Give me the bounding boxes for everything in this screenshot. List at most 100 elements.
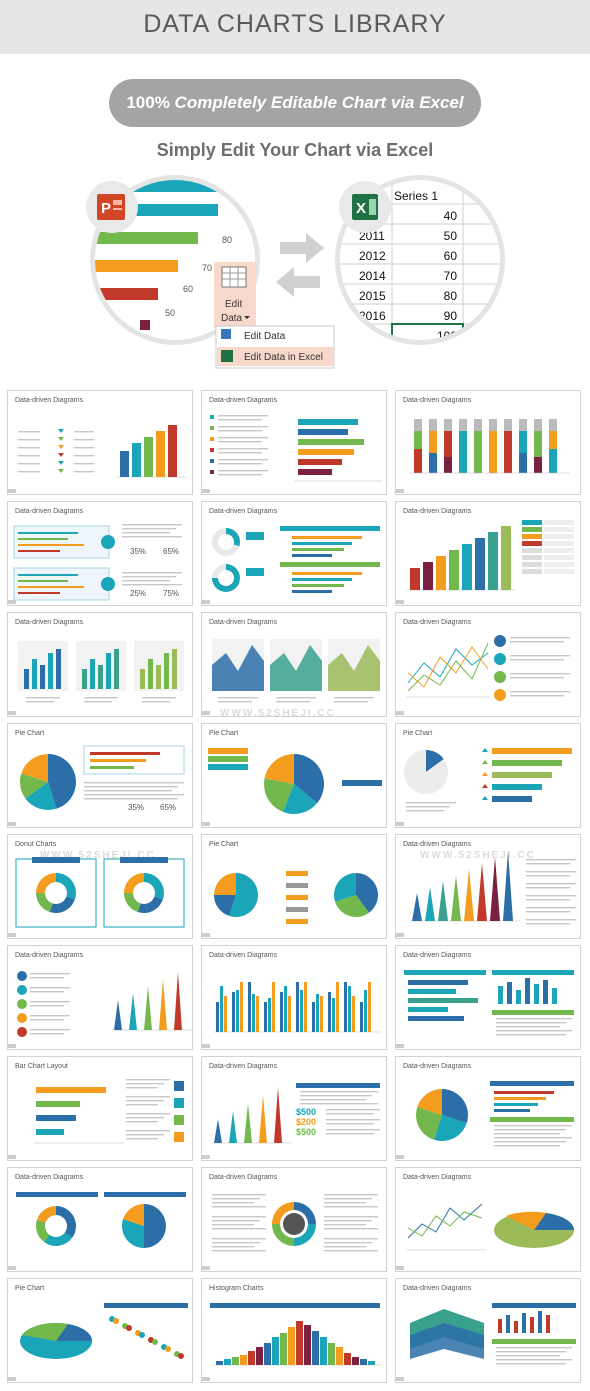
thumbnail-preview — [410, 1303, 576, 1365]
chart-thumbnail[interactable]: Histogram Charts — [201, 1278, 387, 1383]
chart-thumbnail[interactable]: Data-driven Diagrams — [7, 390, 193, 495]
thumbnail-title: Data-driven Diagrams — [209, 1174, 278, 1181]
excel-year: 2012 — [359, 249, 386, 263]
thumbnail-title: Data-driven Diagrams — [403, 397, 472, 404]
thumbnail-title: Pie Chart — [209, 841, 239, 848]
slide-marker — [396, 822, 404, 826]
thumbnail-title: Data-driven Diagrams — [209, 508, 278, 515]
svg-text:P: P — [101, 200, 111, 217]
chart-thumbnail[interactable]: Data-driven Diagrams — [395, 612, 581, 717]
chart-thumbnail[interactable]: Donut Charts — [7, 834, 193, 939]
thumbnail-title: Data-driven Diagrams — [15, 508, 84, 515]
arrow-left-icon — [276, 267, 320, 297]
thumbnail-preview — [208, 748, 382, 814]
chart-thumbnail[interactable]: Data-driven Diagrams — [201, 1167, 387, 1272]
chart-thumbnail[interactable]: Pie Chart — [7, 1278, 193, 1383]
menu-item-edit-in-excel[interactable]: Edit Data in Excel — [217, 347, 333, 366]
thumbnail-title: Data-driven Diagrams — [403, 952, 472, 959]
thumbnail-preview: $500$200$500 — [212, 1083, 380, 1144]
chart-thumbnail[interactable]: Data-driven Diagrams — [395, 834, 581, 939]
thumbnail-preview — [18, 641, 184, 703]
banner-percent: 100% — [126, 93, 170, 112]
thumbnail-preview — [18, 425, 186, 478]
chart-thumbnail[interactable]: Data-driven Diagrams — [395, 1056, 581, 1161]
slide-marker — [202, 933, 210, 937]
excel-cell: 80 — [444, 289, 458, 303]
edit-data-icon — [221, 329, 231, 339]
chart-thumbnail[interactable]: Pie Chart — [201, 723, 387, 828]
chart-thumbnail[interactable]: Data-driven Diagrams — [7, 612, 193, 717]
thumbnail-title: Data-driven Diagrams — [403, 508, 472, 515]
chart-thumbnail[interactable]: Data-driven Diagrams — [395, 390, 581, 495]
slide-marker — [8, 822, 16, 826]
thumbnail-title: Data-driven Diagrams — [15, 397, 84, 404]
thumbnail-preview — [404, 748, 572, 812]
edit-data-button[interactable]: Edit Data — [214, 262, 256, 328]
slide-marker — [202, 822, 210, 826]
thumbnail-title: Pie Chart — [403, 730, 433, 737]
slide-marker — [202, 1155, 210, 1159]
chart-thumbnail[interactable]: Data-driven Diagrams — [201, 501, 387, 606]
thumbnail-preview — [212, 1194, 378, 1252]
hero-bar-label-70: 70 — [202, 263, 212, 273]
slide-marker — [8, 600, 16, 604]
hero-bar-label-80: 80 — [222, 235, 232, 245]
chart-thumbnail[interactable]: Data-driven Diagrams — [395, 1167, 581, 1272]
thumbnail-preview: 35% 65% 25% 75% — [13, 524, 182, 601]
slide-marker — [202, 600, 210, 604]
banner-text: Completely Editable Chart via Excel — [174, 93, 464, 112]
slide-marker — [396, 1377, 404, 1381]
slide-marker — [202, 1266, 210, 1270]
thumbnail-title: Data-driven Diagrams — [403, 841, 472, 848]
thumbnail-preview — [416, 1081, 574, 1147]
svg-text:35%: 35% — [130, 547, 146, 556]
chart-thumbnail[interactable]: $500 $200 $500 Data-driven Diagrams — [201, 1056, 387, 1161]
excel-sheet: Series 1 40 2011 50 2012 60 2014 70 2015… — [340, 180, 500, 340]
chart-thumbnail[interactable]: 35% 65% 25% 75% Data-driven Diagrams — [7, 501, 193, 606]
chart-thumbnail[interactable]: Data-driven Diagrams — [201, 612, 387, 717]
excel-small-icon — [221, 350, 233, 362]
chart-thumbnail[interactable]: Pie Chart — [201, 834, 387, 939]
thumbnail-preview — [210, 415, 382, 482]
excel-cell: 70 — [444, 269, 458, 283]
svg-text:$200: $200 — [296, 1117, 316, 1127]
hero-bar-label-50: 50 — [165, 308, 175, 318]
menu-item-edit-data[interactable]: Edit Data — [221, 329, 286, 342]
svg-text:75%: 75% — [163, 589, 179, 598]
slide-marker — [8, 1044, 16, 1048]
hero-bar-label-60: 60 — [183, 284, 193, 294]
thumbnail-preview — [16, 1192, 186, 1248]
excel-year: 2014 — [359, 269, 386, 283]
thumbnail-preview — [212, 526, 380, 593]
chart-thumbnail[interactable]: 35% 65% Pie Chart — [7, 723, 193, 828]
hero-illustration: 80 70 60 50 P Edit Data Edit Data Edit D… — [86, 175, 505, 369]
slide-marker — [8, 1155, 16, 1159]
thumbnail-preview: 35% 65% — [20, 745, 185, 812]
chart-thumbnail[interactable]: Data-driven Diagrams — [395, 501, 581, 606]
thumbnail-title: Data-driven Diagrams — [15, 1174, 84, 1181]
excel-cell: 50 — [444, 229, 458, 243]
slide-marker — [8, 1377, 16, 1381]
svg-text:65%: 65% — [163, 547, 179, 556]
thumbnail-title: Data-driven Diagrams — [15, 619, 84, 626]
slide-marker — [396, 489, 404, 493]
chart-thumbnail[interactable]: Bar Chart Layout — [7, 1056, 193, 1161]
page-title: DATA CHARTS LIBRARY — [143, 10, 447, 38]
thumbnail-title: Data-driven Diagrams — [209, 397, 278, 404]
chart-thumbnail[interactable]: Data-driven Diagrams — [395, 1278, 581, 1383]
chart-thumbnail[interactable]: Data-driven Diagrams — [7, 1167, 193, 1272]
thumbnail-title: Pie Chart — [209, 730, 239, 737]
hero-bar-5 — [95, 288, 158, 300]
thumbnail-preview — [410, 419, 570, 474]
svg-text:35%: 35% — [128, 803, 144, 812]
chart-thumbnail[interactable]: Data-driven Diagrams — [395, 945, 581, 1050]
thumbnail-preview — [406, 635, 570, 701]
thumbnail-title: Histogram Charts — [209, 1285, 264, 1292]
chart-thumbnail[interactable]: Data-driven Diagrams — [201, 945, 387, 1050]
chart-thumbnail[interactable]: Data-driven Diagrams — [7, 945, 193, 1050]
thumbnail-title: Data-driven Diagrams — [209, 1063, 278, 1070]
chart-thumbnail[interactable]: Pie Chart — [395, 723, 581, 828]
thumbnail-preview — [20, 1303, 188, 1359]
chart-thumbnail[interactable]: Data-driven Diagrams — [201, 390, 387, 495]
thumbnail-title: Data-driven Diagrams — [403, 619, 472, 626]
